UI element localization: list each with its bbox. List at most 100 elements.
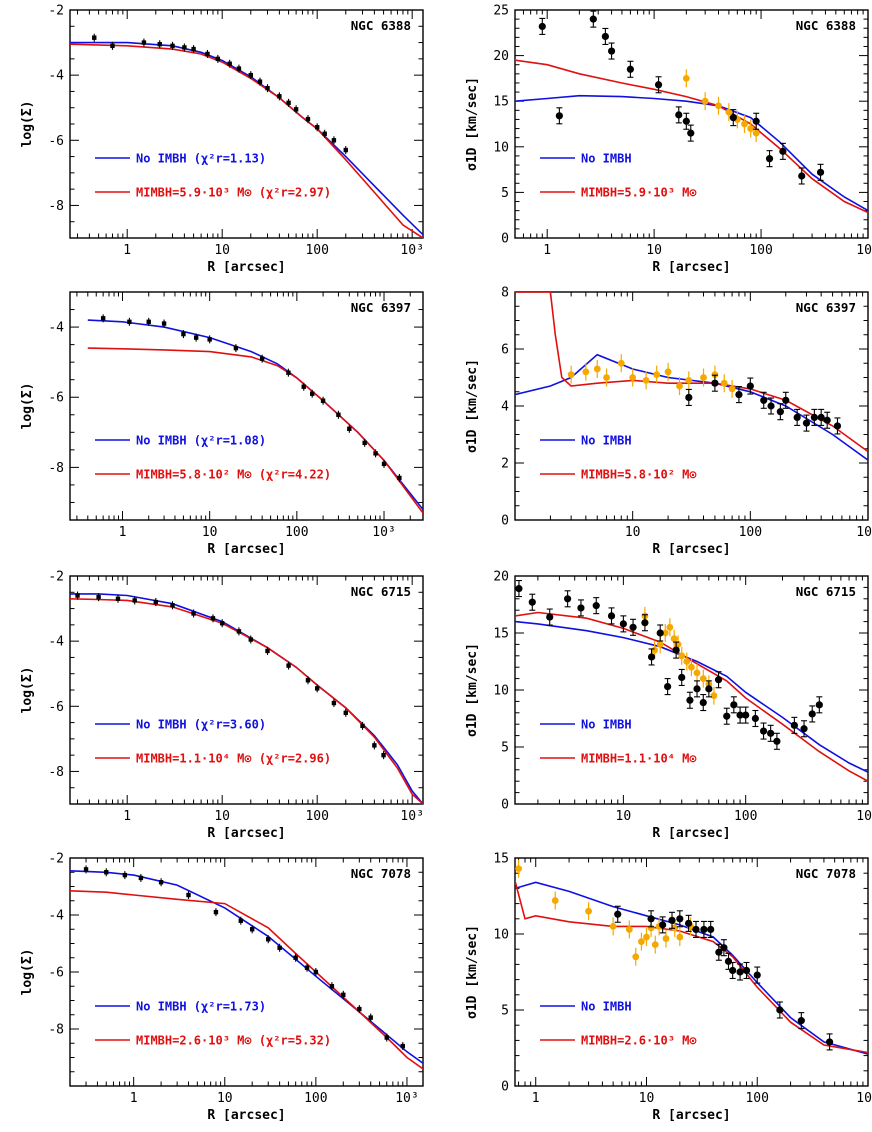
- x-axis-label: R [arcsec]: [652, 826, 730, 841]
- data-point: [607, 612, 616, 620]
- orange-data-point: [682, 75, 690, 82]
- data-point: [248, 637, 253, 642]
- data-point: [736, 968, 744, 976]
- plot-frame: [514, 857, 869, 1087]
- data-point: [833, 422, 842, 430]
- y-tick-label: -6: [48, 966, 64, 981]
- orange-data-point: [593, 365, 601, 373]
- data-point: [341, 992, 346, 997]
- panel-sb-ngc6715: NGC 6715 R [arcsec] log(Σ) No IMBH (χ²r=…: [20, 570, 424, 842]
- orange-data-point: [567, 371, 575, 379]
- x-tick-label: 100: [739, 525, 762, 540]
- y-tick-label: -4: [48, 909, 64, 924]
- data-point: [132, 598, 137, 603]
- data-point: [626, 65, 635, 73]
- data-point: [751, 714, 759, 723]
- data-point: [127, 319, 132, 325]
- y-tick-label: -4: [48, 321, 64, 336]
- data-point: [110, 43, 115, 49]
- data-point: [170, 43, 175, 49]
- orange-data-point: [551, 897, 559, 904]
- data-point: [767, 729, 775, 737]
- orange-data-point: [661, 629, 669, 637]
- data-point: [720, 944, 728, 952]
- plot-frame: [69, 9, 424, 239]
- data-point: [790, 721, 798, 729]
- data-point: [825, 1038, 834, 1046]
- data-point: [238, 918, 244, 923]
- data-point: [343, 710, 348, 715]
- plot-frame: [69, 857, 424, 1087]
- x-tick-label: 10: [214, 243, 230, 258]
- data-point: [322, 131, 327, 136]
- data-point: [607, 47, 616, 55]
- y-tick-label: -6: [48, 700, 64, 715]
- legend-imbh: MIMBH=5.9·10³ M⊙: [581, 186, 697, 200]
- data-point: [309, 391, 315, 396]
- data-point: [707, 925, 715, 934]
- panel-title: NGC 6397: [351, 300, 411, 315]
- data-point: [400, 1043, 405, 1049]
- data-point: [286, 370, 291, 375]
- data-point: [797, 1017, 805, 1025]
- y-tick-label: -4: [48, 635, 64, 650]
- data-point: [100, 316, 106, 321]
- data-point: [92, 35, 97, 40]
- orange-data-point: [676, 933, 684, 941]
- panel-vd-ngc7078: NGC 7078 R [arcsec] σ1D [km/sec] No IMBH…: [465, 852, 872, 1124]
- orange-data-point: [728, 385, 736, 393]
- no-imbh-curve: [70, 41, 423, 236]
- y-tick-label: 10: [493, 928, 509, 943]
- legend-no-imbh: No IMBH (χ²r=1.13): [136, 152, 266, 166]
- data-point: [265, 85, 270, 91]
- x-tick-label: 1: [119, 525, 127, 540]
- orange-data-point: [699, 675, 707, 682]
- orange-data-point: [632, 953, 640, 961]
- no-imbh-curve: [515, 353, 868, 461]
- orange-data-point: [688, 663, 695, 671]
- data-point: [714, 676, 723, 684]
- data-point: [577, 604, 585, 612]
- data-point: [798, 172, 806, 180]
- panel-vd-ngc6715: NGC 6715 R [arcsec] σ1D [km/sec] No IMBH…: [465, 570, 872, 842]
- y-tick-label: -2: [48, 852, 64, 867]
- y-tick-label: 5: [501, 1004, 509, 1019]
- data-point: [589, 15, 597, 23]
- data-point: [776, 1006, 784, 1014]
- legend-no-imbh: No IMBH (χ²r=1.08): [136, 434, 266, 448]
- orange-data-point: [643, 933, 650, 941]
- data-point: [277, 945, 282, 950]
- data-point: [248, 72, 253, 78]
- data-point: [729, 114, 737, 122]
- orange-data-point: [720, 379, 728, 387]
- data-point: [802, 419, 811, 427]
- x-axis-label: R [arcsec]: [652, 542, 730, 557]
- data-point: [808, 710, 816, 718]
- y-tick-label: 20: [493, 570, 509, 585]
- data-point: [161, 321, 167, 326]
- data-point: [96, 594, 101, 600]
- panel-title: NGC 6388: [351, 18, 411, 33]
- x-tick-label: 1: [123, 809, 131, 824]
- no-imbh-curve: [70, 593, 423, 804]
- panel-title: NGC 7078: [351, 866, 411, 881]
- data-point: [816, 168, 825, 176]
- orange-data-point: [642, 376, 650, 384]
- legend-no-imbh: No IMBH: [581, 152, 632, 166]
- data-point: [742, 966, 751, 975]
- y-axis-label: σ1D [km/sec]: [465, 77, 480, 171]
- y-axis-label: σ1D [km/sec]: [465, 925, 480, 1019]
- orange-data-point: [647, 924, 655, 932]
- data-point: [629, 623, 637, 631]
- data-point: [314, 686, 320, 691]
- orange-data-point: [747, 125, 755, 132]
- data-point: [746, 382, 754, 390]
- y-tick-label: 10: [493, 140, 509, 155]
- data-point: [656, 629, 664, 637]
- imbh-curve: [70, 598, 423, 804]
- legend-no-imbh: No IMBH (χ²r=1.73): [136, 1000, 266, 1014]
- orange-data-point: [651, 941, 659, 949]
- panel-vd-ngc6388: NGC 6388 R [arcsec] σ1D [km/sec] No IMBH…: [465, 4, 872, 276]
- data-point: [372, 743, 377, 748]
